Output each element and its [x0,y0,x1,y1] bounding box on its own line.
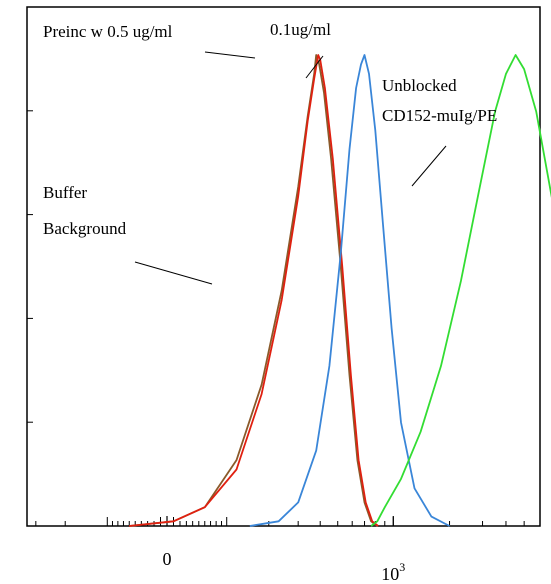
annotation-buffer-line2: Background [43,219,127,238]
leader-line-point1 [305,55,324,79]
annotation-preinc: Preinc w 0.5 ug/ml [43,22,173,41]
brown-series [129,54,378,527]
x-tick-label: 103 [381,560,405,584]
annotation-point1: 0.1ug/ml [270,20,331,39]
x-tick-label: 0 [163,549,172,569]
y-axis-ticks [27,6,33,423]
x-axis-ticks: 0103104105 [35,516,525,584]
red-series [129,54,379,527]
plot-frame [26,6,541,527]
leader-line-buffer [134,261,213,285]
series-layer [129,54,551,527]
leader-line-preinc [204,51,256,59]
annotation-unblocked-line2: CD152-muIg/PE [382,106,497,125]
blue-series [249,54,450,527]
leader-line-unblocked [411,145,447,187]
annotation-unblocked-line1: Unblocked [382,76,457,95]
annotation-buffer-line1: Buffer [43,183,87,202]
green-series [370,54,551,527]
